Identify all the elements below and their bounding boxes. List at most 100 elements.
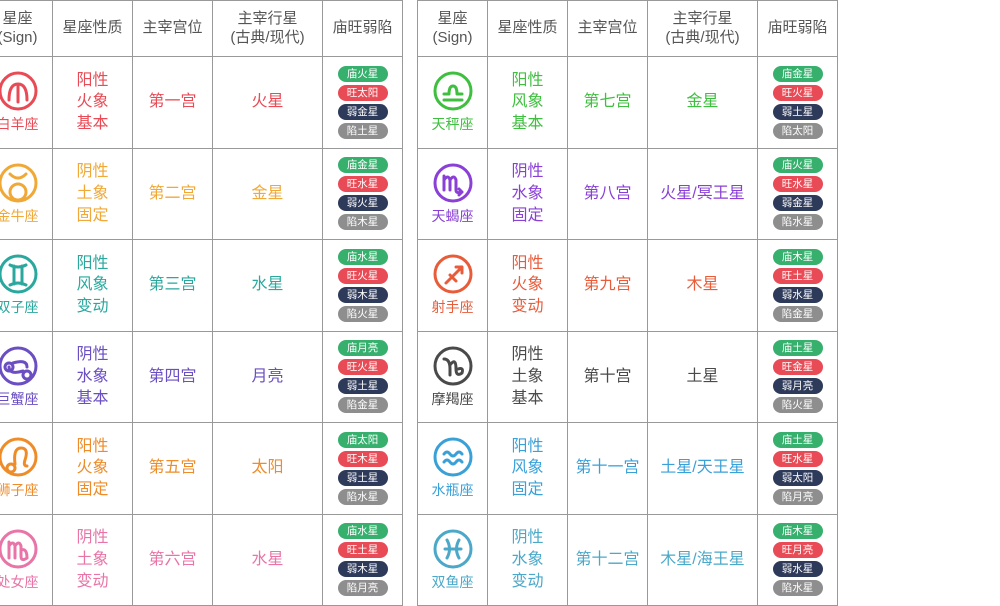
dignity-cell: 庙金星旺火星弱土星陷太阳 [758,57,838,149]
dignity-pill: 旺火星 [338,359,388,375]
col-house: 主宰宫位 [568,1,648,57]
dignity-pill: 弱金星 [773,195,823,211]
dignity-pill: 陷火星 [773,397,823,413]
zodiac-row: 摩羯座阴性土象基本第十宫土星庙土星旺金星弱月亮陷火星 [418,331,838,423]
nature-cell: 阴性水象变动 [488,514,568,606]
dignity-pill: 陷月亮 [773,489,823,505]
house-cell: 第十一宫 [568,423,648,515]
dignity-pill: 陷木星 [338,214,388,230]
dignity-pill: 旺太阳 [338,85,388,101]
sign-name: 水瓶座 [432,480,474,500]
sign-name: 天蝎座 [432,206,474,226]
nature-cell: 阴性土象基本 [488,331,568,423]
col-house: 主宰宫位 [133,1,213,57]
sign-cell: 狮子座 [0,423,53,515]
nature-cell: 阳性火象变动 [488,240,568,332]
sign-name: 金牛座 [0,206,39,226]
dignity-cell: 庙土星旺金星弱月亮陷火星 [758,331,838,423]
dignity-pill: 弱月亮 [773,378,823,394]
nature-cell: 阳性火象基本 [53,57,133,149]
sign-cell: 巨蟹座 [0,331,53,423]
pisces-icon [432,528,474,570]
sign-cell: 白羊座 [0,57,53,149]
zodiac-row: 双子座阳性风象变动第三宫水星庙水星旺火星弱木星陷火星 [0,240,403,332]
sign-cell: 双子座 [0,240,53,332]
dignity-cell: 庙火星旺水星弱金星陷水星 [758,148,838,240]
planet-cell: 水星 [213,240,323,332]
planet-cell: 土星 [648,331,758,423]
planet-cell: 土星/天王星 [648,423,758,515]
dignity-pill: 庙土星 [773,340,823,356]
sign-name: 狮子座 [0,480,39,500]
dignity-cell: 庙木星旺月亮弱水星陷水星 [758,514,838,606]
house-cell: 第八宫 [568,148,648,240]
planet-cell: 金星 [648,57,758,149]
planet-cell: 太阳 [213,423,323,515]
dignity-pill: 旺月亮 [773,542,823,558]
col-planet: 主宰行星(古典/现代) [213,1,323,57]
nature-cell: 阴性土象固定 [53,148,133,240]
dignity-pill: 陷金星 [773,306,823,322]
sign-cell: 水瓶座 [418,423,488,515]
nature-cell: 阴性土象变动 [53,514,133,606]
dignity-pill: 旺火星 [773,85,823,101]
dignity-pill: 旺金星 [773,359,823,375]
scorpio-icon [432,162,474,204]
dignity-pill: 陷金星 [338,397,388,413]
dignity-pill: 旺土星 [338,542,388,558]
house-cell: 第二宫 [133,148,213,240]
dignity-pill: 弱木星 [338,287,388,303]
planet-cell: 水星 [213,514,323,606]
dignity-pill: 庙土星 [773,432,823,448]
dignity-pill: 旺木星 [338,451,388,467]
dignity-pill: 弱土星 [338,378,388,394]
house-cell: 第七宫 [568,57,648,149]
sign-name: 处女座 [0,572,39,592]
dignity-cell: 庙水星旺土星弱木星陷月亮 [323,514,403,606]
zodiac-row: 水瓶座阳性风象固定第十一宫土星/天王星庙土星旺水星弱太阳陷月亮 [418,423,838,515]
dignity-pill: 弱土星 [338,470,388,486]
sign-cell: 双鱼座 [418,514,488,606]
header-row: 星座(Sign)星座性质主宰宫位主宰行星(古典/现代)庙旺弱陷 [418,1,838,57]
dignity-pill: 陷土星 [338,123,388,139]
zodiac-row: 天蝎座阴性水象固定第八宫火星/冥王星庙火星旺水星弱金星陷水星 [418,148,838,240]
house-cell: 第十宫 [568,331,648,423]
gemini-icon [0,253,39,295]
dignity-pill: 旺水星 [338,176,388,192]
house-cell: 第六宫 [133,514,213,606]
nature-cell: 阴性水象固定 [488,148,568,240]
planet-cell: 金星 [213,148,323,240]
dignity-pill: 庙水星 [338,523,388,539]
dignity-pill: 庙火星 [773,157,823,173]
aries-icon [0,70,39,112]
dignity-pill: 陷火星 [338,306,388,322]
dignity-cell: 庙太阳旺木星弱土星陷水星 [323,423,403,515]
col-planet: 主宰行星(古典/现代) [648,1,758,57]
cancer-icon [0,345,39,387]
sign-cell: 金牛座 [0,148,53,240]
nature-cell: 阳性风象固定 [488,423,568,515]
dignity-pill: 庙木星 [773,249,823,265]
dignity-cell: 庙月亮旺火星弱土星陷金星 [323,331,403,423]
sign-name: 天秤座 [432,114,474,134]
aquarius-icon [432,436,474,478]
dignity-pill: 陷月亮 [338,580,388,596]
sign-name: 白羊座 [0,114,39,134]
nature-cell: 阳性风象基本 [488,57,568,149]
capricorn-icon [432,345,474,387]
dignity-pill: 旺水星 [773,176,823,192]
dignity-cell: 庙火星旺太阳弱金星陷土星 [323,57,403,149]
dignity-cell: 庙木星旺土星弱水星陷金星 [758,240,838,332]
sign-name: 摩羯座 [432,389,474,409]
virgo-icon [0,528,39,570]
leo-icon [0,436,39,478]
house-cell: 第四宫 [133,331,213,423]
dignity-pill: 弱土星 [773,104,823,120]
dignity-pill: 庙金星 [773,66,823,82]
dignity-pill: 旺土星 [773,268,823,284]
col-dignity: 庙旺弱陷 [758,1,838,57]
libra-icon [432,70,474,112]
nature-cell: 阴性水象基本 [53,331,133,423]
dignity-pill: 陷水星 [773,214,823,230]
zodiac-row: 射手座阳性火象变动第九宫木星庙木星旺土星弱水星陷金星 [418,240,838,332]
